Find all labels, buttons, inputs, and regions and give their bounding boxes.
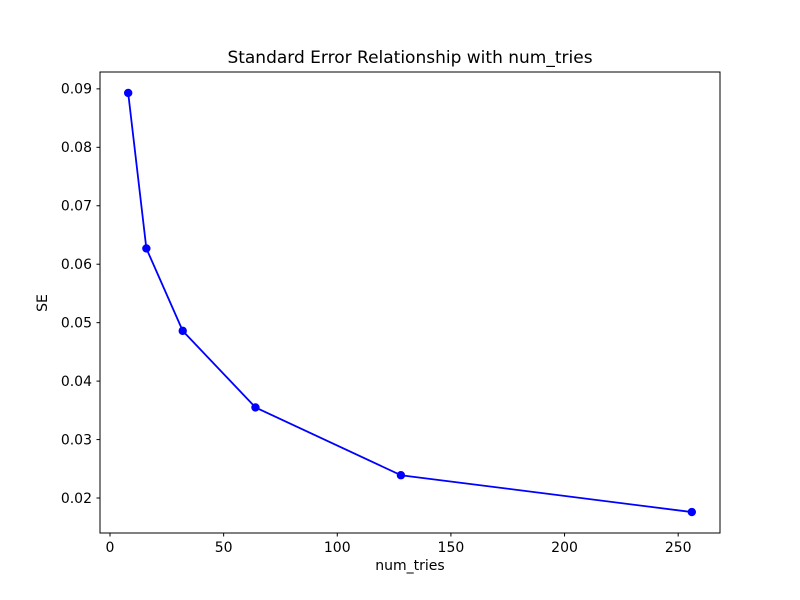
x-tick-label: 0 (106, 540, 115, 556)
x-axis-label: num_tries (375, 558, 444, 574)
y-tick-label: 0.03 (61, 432, 92, 448)
data-line (127, 92, 693, 513)
x-tick-label: 150 (438, 540, 465, 556)
x-tick-label: 50 (215, 540, 233, 556)
data-point (687, 507, 697, 517)
data-point (142, 244, 151, 253)
chart-title: Standard Error Relationship with num_tri… (227, 48, 592, 68)
y-tick-label: 0.05 (61, 315, 92, 331)
plot-border (99, 71, 721, 534)
y-tick-label: 0.08 (61, 140, 92, 156)
plot-area: 0 50 100 150 200 250 0.02 0.03 0.04 0.05 0.06 0.07 0… (61, 71, 721, 556)
y-tick-label: 0.07 (61, 199, 92, 215)
x-tick-label: 200 (551, 540, 578, 556)
y-tick-label: 0.06 (61, 257, 92, 273)
x-tick-label: 250 (665, 540, 692, 556)
data-point (396, 471, 406, 480)
data-point (178, 326, 187, 336)
y-tick-label: 0.02 (61, 491, 92, 507)
y-axis-label: SE (35, 294, 51, 312)
y-tick-label: 0.09 (61, 82, 92, 98)
y-tick-label: 0.04 (61, 374, 92, 390)
data-point (123, 88, 133, 98)
x-tick-label: 100 (324, 540, 351, 556)
data-point (251, 403, 260, 412)
